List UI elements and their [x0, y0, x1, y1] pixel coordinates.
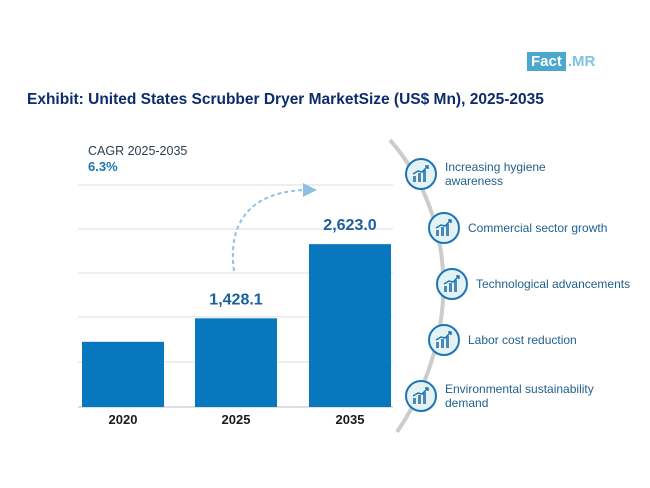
- growth-arrow-head: [303, 183, 317, 197]
- cagr-label: CAGR 2025-2035: [88, 144, 188, 158]
- factmr-logo: Fact .MR: [527, 52, 597, 71]
- data-label: 2,623.0: [323, 217, 376, 234]
- chart-title: Exhibit: United States Scrubber Dryer Ma…: [27, 91, 544, 108]
- driver-label: Increasing hygiene awareness: [445, 160, 546, 188]
- growth-arrow: [231, 189, 310, 272]
- bar-2025: [195, 318, 277, 407]
- x-tick-label: 2025: [222, 412, 251, 427]
- driver-item: Commercial sector growth: [428, 212, 628, 244]
- growth-chart-icon: [405, 380, 437, 412]
- driver-label: Commercial sector growth: [468, 221, 608, 235]
- growth-chart-icon: [436, 268, 468, 300]
- bar-2020: [82, 341, 164, 407]
- data-label: 1,428.1: [209, 291, 262, 308]
- driver-label: Environmental sustainability demand: [445, 382, 594, 410]
- driver-item: Technological advancements: [436, 268, 636, 300]
- driver-label: Labor cost reduction: [468, 333, 577, 347]
- logo-part-fact: Fact: [527, 52, 566, 71]
- driver-item: Increasing hygiene awareness: [405, 158, 605, 190]
- logo-part-mr: .MR: [567, 53, 596, 70]
- driver-item: Labor cost reduction: [428, 324, 628, 356]
- x-tick-label: 2020: [109, 412, 138, 427]
- driver-item: Environmental sustainability demand: [405, 380, 605, 412]
- growth-chart-icon: [428, 324, 460, 356]
- growth-chart-icon: [405, 158, 437, 190]
- bar-2035: [309, 244, 391, 407]
- cagr-value: 6.3%: [88, 159, 118, 174]
- driver-label: Technological advancements: [476, 277, 631, 291]
- growth-chart-icon: [428, 212, 460, 244]
- x-tick-label: 2035: [336, 412, 365, 427]
